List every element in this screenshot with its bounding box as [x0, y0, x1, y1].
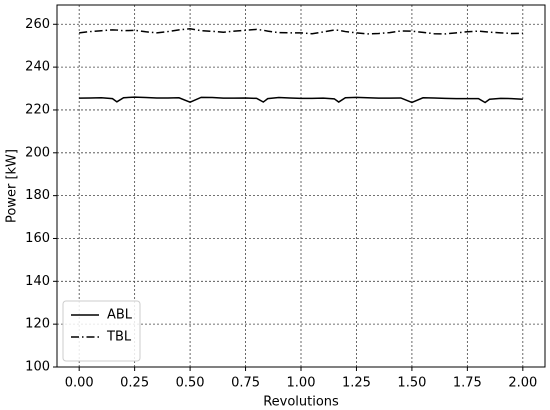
- line-series: [79, 28, 523, 35]
- x-tick-label: 0.25: [120, 376, 149, 391]
- y-axis-label: Power [kW]: [5, 149, 20, 223]
- legend-box: [62, 300, 141, 362]
- x-tick-label: 2.00: [508, 376, 537, 391]
- y-tick-label: 220: [25, 102, 50, 117]
- y-tick-label: 100: [25, 360, 50, 375]
- x-tick-label: 1.25: [342, 376, 371, 391]
- x-tick-label: 0.00: [65, 376, 94, 391]
- x-tick-label: 0.50: [176, 376, 205, 391]
- y-tick-label: 200: [25, 145, 50, 160]
- x-tick-label: 1.50: [397, 376, 426, 391]
- y-tick-label: 120: [25, 317, 50, 332]
- x-tick-label: 0.75: [231, 376, 260, 391]
- plot-frame: [56, 4, 546, 368]
- y-tick-label: 140: [25, 274, 50, 289]
- line-series: [79, 96, 523, 104]
- y-tick-label: 160: [25, 231, 50, 246]
- y-tick-label: 180: [25, 188, 50, 203]
- x-tick-label: 1.00: [287, 376, 316, 391]
- x-axis-label: Revolutions: [263, 395, 339, 410]
- y-tick-label: 240: [25, 60, 50, 75]
- legend-label: TBL: [106, 330, 132, 345]
- legend: ABL TBL: [62, 300, 141, 362]
- y-tick-label: 260: [25, 17, 50, 32]
- x-tick-label: 1.75: [453, 376, 482, 391]
- legend-label: ABL: [107, 308, 133, 323]
